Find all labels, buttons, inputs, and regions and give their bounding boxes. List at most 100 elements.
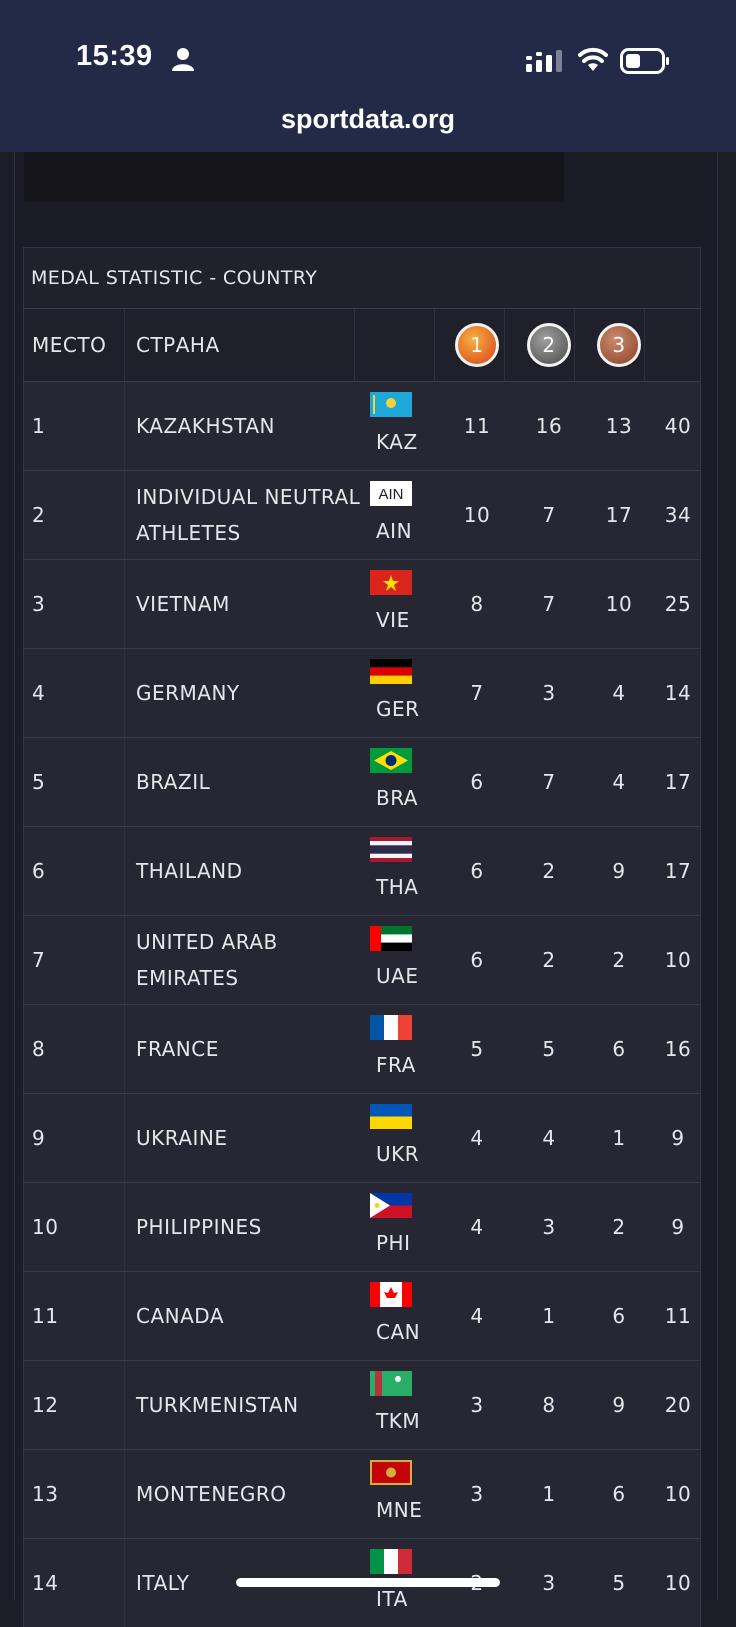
table-row[interactable]: 1 KAZAKHSTAN KAZ 11 16 13 40 — [23, 381, 701, 470]
table-caption: MEDAL STATISTIC - COUNTRY — [23, 247, 701, 308]
wifi-icon — [578, 47, 608, 71]
gold-count: 6 — [470, 859, 484, 883]
bronze-count: 4 — [612, 681, 626, 705]
country-name[interactable]: UKRAINE — [136, 1126, 228, 1150]
table-row[interactable]: 4 GERMANY GER 7 3 4 14 — [23, 648, 701, 737]
table-row[interactable]: 3 VIETNAM VIE 8 7 10 25 — [23, 559, 701, 648]
ad-banner — [24, 152, 564, 202]
silver-count: 3 — [542, 681, 556, 705]
total-count: 17 — [664, 859, 692, 883]
battery-icon — [620, 48, 669, 74]
table-row[interactable]: 6 THAILAND THA 6 2 9 17 — [23, 826, 701, 915]
bronze-count: 6 — [612, 1482, 626, 1506]
table-row[interactable]: 13 MONTENEGRO MNE 3 1 6 10 — [23, 1449, 701, 1538]
country-code: FRA — [376, 1053, 416, 1077]
bronze-count: 10 — [605, 592, 633, 616]
total-count: 10 — [664, 1482, 692, 1506]
silver-count: 7 — [542, 592, 556, 616]
silver-count: 3 — [542, 1215, 556, 1239]
gold-count: 4 — [470, 1304, 484, 1328]
country-name[interactable]: CANADA — [136, 1304, 225, 1328]
country-name[interactable]: VIETNAM — [136, 592, 230, 616]
country-name[interactable]: MONTENEGRO — [136, 1482, 287, 1506]
ukr-flag-icon — [370, 1104, 412, 1129]
country-code: UAE — [376, 964, 419, 988]
table-header: МЕСТО СТРАНА 1 2 3 — [23, 308, 701, 381]
silver-count: 7 — [542, 770, 556, 794]
total-count: 9 — [671, 1126, 685, 1150]
table-row[interactable]: 10 PHILIPPINES PHI 4 3 2 9 — [23, 1182, 701, 1271]
country-name[interactable]: KAZAKHSTAN — [136, 414, 275, 438]
country-name[interactable]: THAILAND — [136, 859, 243, 883]
total-count: 10 — [664, 948, 692, 972]
country-name[interactable]: FRANCE — [136, 1037, 219, 1061]
silver-count: 1 — [542, 1482, 556, 1506]
country-code: CAN — [376, 1320, 421, 1344]
country-name[interactable]: TURKMENISTAN — [136, 1393, 299, 1417]
place-cell: 4 — [32, 681, 46, 705]
country-name[interactable]: ITALY — [136, 1571, 190, 1595]
table-row[interactable]: 11 CANADA CAN 4 1 6 11 — [23, 1271, 701, 1360]
silver-count: 8 — [542, 1393, 556, 1417]
country-name[interactable]: PHILIPPINES — [136, 1215, 262, 1239]
table-row[interactable]: 2 INDIVIDUAL NEUTRAL ATHLETES AIN AIN 10… — [23, 470, 701, 559]
home-indicator — [236, 1578, 500, 1587]
tkm-flag-icon — [370, 1371, 412, 1396]
silver-count: 2 — [542, 948, 556, 972]
total-count: 40 — [664, 414, 692, 438]
country-code: VIE — [376, 608, 410, 632]
country-code: KAZ — [376, 430, 418, 454]
table-row[interactable]: 12 TURKMENISTAN TKM 3 8 9 20 — [23, 1360, 701, 1449]
mne-flag-icon — [370, 1460, 412, 1485]
place-cell: 7 — [32, 948, 46, 972]
vie-flag-icon — [370, 570, 412, 595]
bronze-count: 2 — [612, 1215, 626, 1239]
country-code: AIN — [376, 519, 413, 543]
place-cell: 3 — [32, 592, 46, 616]
gold-count: 6 — [470, 948, 484, 972]
bronze-count: 9 — [612, 859, 626, 883]
table-row[interactable]: 5 BRAZIL BRA 6 7 4 17 — [23, 737, 701, 826]
total-count: 9 — [671, 1215, 685, 1239]
total-count: 14 — [664, 681, 692, 705]
header-country: СТРАНА — [136, 333, 220, 357]
bronze-count: 6 — [612, 1304, 626, 1328]
country-name[interactable]: GERMANY — [136, 681, 240, 705]
silver-count: 16 — [535, 414, 563, 438]
silver-count: 2 — [542, 859, 556, 883]
gold-count: 11 — [463, 414, 491, 438]
total-count: 17 — [664, 770, 692, 794]
place-cell: 8 — [32, 1037, 46, 1061]
table-row[interactable]: 8 FRANCE FRA 5 5 6 16 — [23, 1004, 701, 1093]
country-code: ITA — [376, 1587, 408, 1611]
bronze-count: 2 — [612, 948, 626, 972]
country-name[interactable]: INDIVIDUAL NEUTRAL ATHLETES — [136, 485, 361, 545]
status-bar: 15:39 sportdata.org — [0, 0, 736, 152]
can-flag-icon — [370, 1282, 412, 1307]
header-place: МЕСТО — [32, 333, 107, 357]
country-code: GER — [376, 697, 420, 721]
bronze-count: 1 — [612, 1126, 626, 1150]
country-code: THA — [376, 875, 419, 899]
place-cell: 13 — [32, 1482, 59, 1506]
place-cell: 9 — [32, 1126, 46, 1150]
silver-count: 5 — [542, 1037, 556, 1061]
gold-count: 5 — [470, 1037, 484, 1061]
place-cell: 2 — [32, 503, 46, 527]
gold-count: 3 — [470, 1393, 484, 1417]
country-code: TKM — [376, 1409, 421, 1433]
table-row[interactable]: 9 UKRAINE UKR 4 4 1 9 — [23, 1093, 701, 1182]
bronze-count: 5 — [612, 1571, 626, 1595]
bronze-count: 6 — [612, 1037, 626, 1061]
gold-count: 4 — [470, 1126, 484, 1150]
silver-count: 7 — [542, 503, 556, 527]
bronze-count: 9 — [612, 1393, 626, 1417]
country-name[interactable]: UNITED ARAB EMIRATES — [136, 930, 278, 990]
silver-count: 4 — [542, 1126, 556, 1150]
country-name[interactable]: BRAZIL — [136, 770, 211, 794]
total-count: 10 — [664, 1571, 692, 1595]
gold-count: 6 — [470, 770, 484, 794]
url-bar[interactable]: sportdata.org — [280, 104, 455, 134]
gold-medal-icon: 1 — [455, 323, 499, 367]
table-row[interactable]: 7 UNITED ARAB EMIRATES UAE 6 2 2 10 — [23, 915, 701, 1004]
